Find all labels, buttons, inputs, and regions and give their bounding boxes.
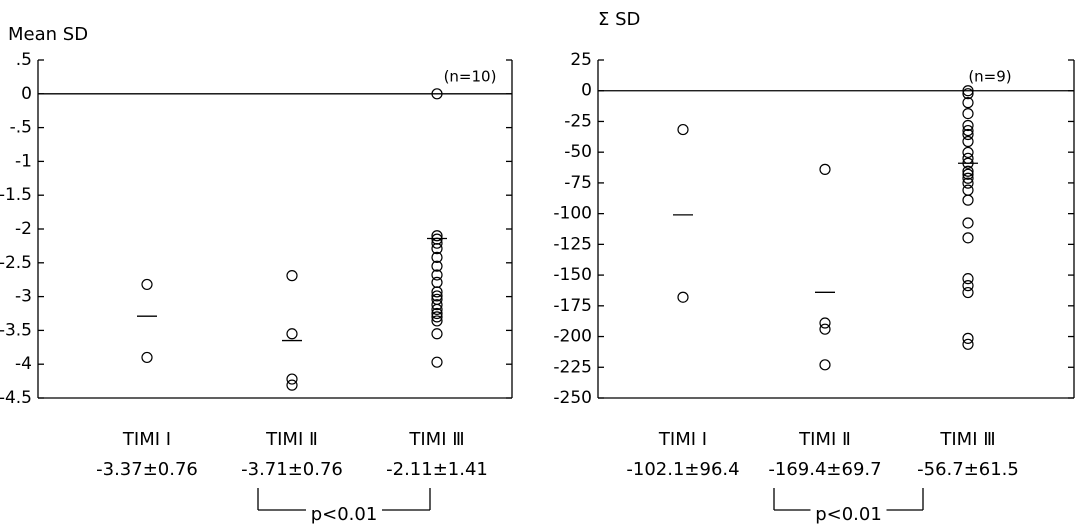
- y-tick-label: 0: [21, 84, 32, 104]
- x-tick-label: TIMI Ⅰ: [122, 429, 171, 450]
- data-point: [431, 307, 443, 320]
- y-tick-label: .5: [16, 50, 32, 70]
- data-point: [962, 177, 974, 189]
- data-point: [962, 97, 974, 109]
- data-point: [431, 303, 443, 316]
- chart-title: Mean SD: [8, 24, 88, 45]
- data-point: [819, 163, 831, 175]
- x-tick-label: TIMI Ⅱ: [798, 429, 851, 450]
- data-point: [677, 291, 689, 303]
- data-point: [431, 290, 443, 302]
- data-point: [431, 276, 443, 289]
- y-tick-label: -225: [553, 357, 592, 377]
- x-tick-label: TIMI Ⅲ: [939, 429, 995, 450]
- y-tick-label: -25: [564, 111, 592, 131]
- data-point: [431, 251, 443, 263]
- data-point: [819, 317, 831, 329]
- stat-label: -102.1±96.4: [626, 459, 739, 480]
- y-tick-label: -.5: [10, 118, 32, 138]
- y-tick-label: -1: [15, 151, 32, 171]
- y-tick-label: -50: [564, 142, 592, 162]
- data-point: [962, 280, 974, 292]
- stat-label: -3.71±0.76: [241, 459, 343, 480]
- data-point: [819, 359, 831, 371]
- data-point: [962, 119, 974, 132]
- data-point: [962, 168, 974, 180]
- data-point: [431, 356, 443, 368]
- y-tick-label: -100: [553, 204, 592, 224]
- x-tick-label: TIMI Ⅱ: [265, 429, 318, 450]
- data-point: [431, 315, 443, 327]
- data-point: [431, 311, 443, 323]
- data-point: [286, 373, 298, 385]
- data-point: [962, 338, 974, 350]
- data-point: [431, 286, 443, 298]
- y-tick-label: -3.5: [0, 320, 32, 340]
- y-tick-label: -175: [553, 296, 592, 316]
- data-point: [962, 194, 974, 206]
- p-annotation: p<0.01: [815, 504, 882, 525]
- data-point: [962, 124, 974, 137]
- x-tick-label: TIMI Ⅰ: [658, 429, 707, 450]
- data-point: [962, 273, 974, 285]
- y-tick-label: -250: [553, 388, 592, 408]
- data-point: [962, 184, 974, 196]
- data-point: [962, 85, 974, 97]
- n-annotation: (n=10): [444, 68, 497, 86]
- data-point: [431, 299, 443, 311]
- p-annotation: p<0.01: [311, 504, 378, 525]
- data-point: [431, 328, 443, 340]
- data-point: [962, 128, 974, 141]
- data-point: [286, 328, 298, 340]
- chart-title: Σ SD: [598, 9, 640, 30]
- y-tick-label: -3: [15, 287, 32, 307]
- x-tick-label: TIMI Ⅲ: [408, 429, 464, 450]
- stat-label: -3.37±0.76: [96, 459, 198, 480]
- data-point: [286, 270, 298, 282]
- stat-label: -2.11±1.41: [386, 459, 488, 480]
- data-point: [431, 260, 443, 272]
- data-point: [431, 230, 443, 242]
- data-point: [962, 332, 974, 344]
- data-point: [286, 379, 298, 391]
- data-point: [431, 269, 443, 281]
- data-point: [431, 243, 443, 255]
- y-tick-label: -2: [15, 219, 32, 239]
- y-tick-label: -4: [15, 354, 32, 374]
- stat-label: -56.7±61.5: [917, 459, 1019, 480]
- data-point: [962, 135, 974, 148]
- data-point: [962, 88, 974, 100]
- data-point: [962, 107, 974, 120]
- y-tick-label: -200: [553, 327, 592, 347]
- data-point: [962, 172, 974, 184]
- data-point: [962, 286, 974, 299]
- n-annotation: (n=9): [968, 68, 1011, 86]
- data-point: [431, 88, 443, 100]
- y-tick-label: -1.5: [0, 185, 32, 205]
- data-point: [962, 217, 974, 229]
- data-point: [677, 123, 689, 136]
- y-tick-label: -150: [553, 265, 592, 285]
- stat-label: -169.4±69.7: [768, 459, 881, 480]
- y-tick-label: -2.5: [0, 253, 32, 273]
- data-point: [962, 232, 974, 244]
- data-point: [141, 351, 153, 364]
- y-tick-label: 25: [570, 50, 592, 70]
- data-point: [962, 146, 974, 159]
- y-tick-label: 0: [581, 81, 592, 101]
- data-point: [141, 278, 153, 291]
- y-tick-label: -75: [564, 173, 592, 193]
- y-tick-label: -125: [553, 234, 592, 254]
- data-point: [962, 165, 974, 177]
- y-tick-label: -4.5: [0, 388, 32, 408]
- data-point: [819, 323, 831, 335]
